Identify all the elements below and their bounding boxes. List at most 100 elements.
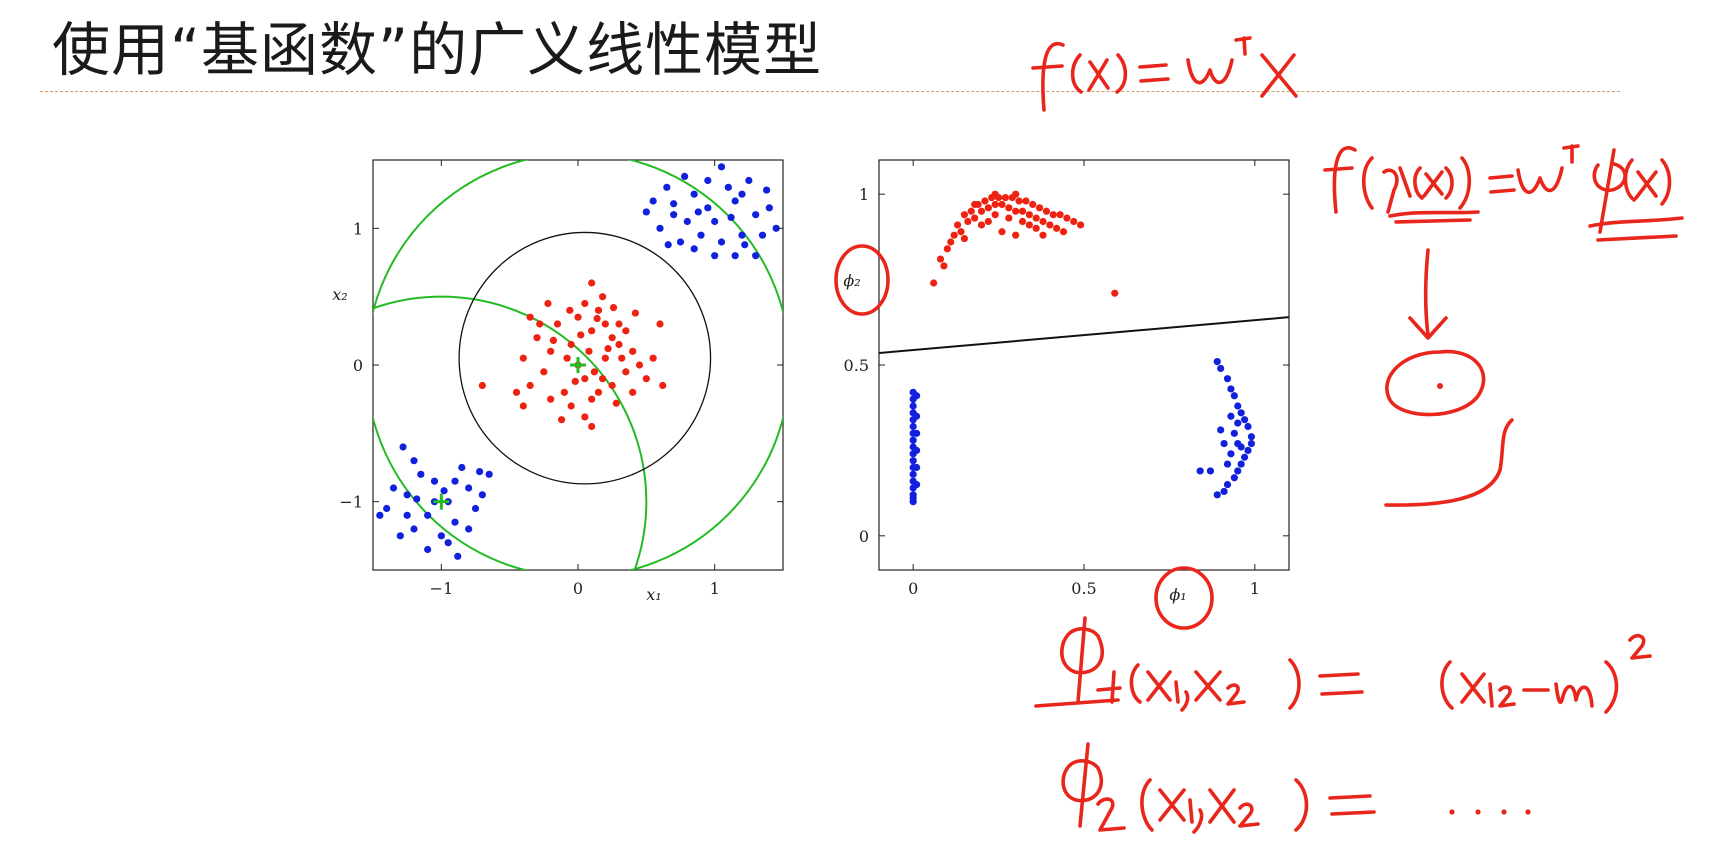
- y-tick-label: 0: [353, 356, 363, 375]
- data-point-red-33: [642, 375, 650, 383]
- data-point-blue-1: [670, 211, 678, 219]
- data-point-red-44: [1012, 231, 1020, 239]
- data-point-red-20: [1063, 214, 1071, 222]
- data-point-blue-51: [485, 470, 493, 478]
- data-point-red-11: [1001, 193, 1010, 202]
- data-point-blue-18: [912, 446, 921, 455]
- data-point-red-31: [599, 293, 607, 301]
- data-point-red-47: [984, 217, 992, 226]
- y-tick-label: −1: [339, 493, 363, 512]
- data-point-blue-41: [451, 518, 459, 526]
- data-point-blue-38: [1234, 467, 1242, 475]
- data-point-red-22: [1076, 221, 1085, 229]
- data-point-red-41: [512, 388, 521, 396]
- data-point-red-12: [622, 368, 630, 376]
- data-point-blue-20: [912, 392, 921, 400]
- data-point-blue-42: [1227, 412, 1235, 420]
- data-point-red-19: [1056, 211, 1064, 219]
- data-point-blue-24: [704, 204, 712, 212]
- data-point-blue-25: [1217, 364, 1225, 373]
- data-point-red-28: [590, 368, 599, 376]
- data-point-red-32: [622, 327, 630, 335]
- data-point-red-16: [567, 402, 575, 410]
- x-tick-label: 0: [908, 579, 918, 598]
- input-space-scatter-plot: −1 0 1 −1 0 1 x₁ x₂: [332, 159, 784, 604]
- data-point-red-30: [1005, 204, 1013, 212]
- data-point-blue-3: [711, 217, 719, 226]
- data-point-blue-52: [1213, 491, 1221, 499]
- data-point-blue-5: [752, 211, 760, 219]
- basis-center-marker-0: [433, 493, 450, 510]
- y-axis-label: ϕ₂: [843, 271, 860, 290]
- data-point-blue-6: [909, 457, 917, 465]
- data-point-blue-14: [765, 204, 773, 212]
- data-point-red-51: [581, 413, 589, 421]
- data-point-blue-32: [1244, 422, 1252, 431]
- data-point-red-17: [629, 347, 637, 355]
- data-point-blue-34: [383, 504, 391, 513]
- data-point-blue-60: [440, 487, 448, 495]
- data-point-red-53: [1012, 190, 1020, 198]
- data-point-blue-4: [909, 470, 917, 478]
- data-point-red-8: [981, 197, 989, 205]
- data-point-blue-42: [396, 532, 404, 540]
- data-point-red-50: [593, 314, 601, 323]
- data-point-blue-33: [664, 241, 672, 249]
- data-point-red-52: [631, 309, 640, 317]
- data-point-red-21: [1070, 217, 1078, 226]
- data-point-red-34: [629, 388, 637, 396]
- data-point-red-35: [558, 416, 566, 424]
- data-point-blue-46: [458, 463, 466, 472]
- data-point-blue-29: [727, 213, 735, 221]
- data-point-blue-19: [656, 224, 664, 232]
- data-point-blue-13: [745, 176, 753, 185]
- x-axis-label: ϕ₁: [1169, 585, 1186, 604]
- handwritten-annotations: [834, 36, 1684, 834]
- data-point-blue-48: [1217, 426, 1225, 434]
- data-point-blue-19: [912, 412, 921, 420]
- data-point-blue-23: [772, 224, 780, 232]
- data-point-blue-0: [649, 197, 657, 205]
- data-point-red-19: [581, 299, 589, 308]
- data-point-red-52: [991, 190, 999, 198]
- data-point-red-32: [1018, 207, 1027, 215]
- data-point-red-34: [1032, 214, 1040, 222]
- data-point-red-3: [547, 347, 555, 355]
- data-point-blue-20: [690, 245, 698, 253]
- data-point-blue-26: [738, 190, 746, 198]
- data-point-blue-57: [403, 511, 411, 519]
- data-point-blue-21: [909, 494, 917, 502]
- data-point-blue-50: [1206, 467, 1215, 475]
- data-point-blue-53: [465, 525, 473, 533]
- data-point-blue-8: [738, 231, 746, 239]
- data-point-red-49: [549, 336, 558, 344]
- data-point-red-13: [553, 320, 562, 328]
- basis-circle-1: [373, 295, 648, 570]
- x-axis-label: x₁: [646, 585, 661, 604]
- data-point-blue-43: [1230, 429, 1238, 437]
- handwritten-formula-phi2: [1061, 742, 1531, 834]
- data-point-blue-14: [909, 402, 917, 410]
- data-point-red-33: [1025, 211, 1033, 219]
- data-point-red-40: [526, 313, 534, 321]
- data-point-red-48: [618, 354, 626, 362]
- data-point-blue-7: [717, 238, 726, 246]
- data-point-red-17: [1042, 207, 1051, 215]
- data-point-red-39: [991, 211, 999, 219]
- data-point-blue-43: [471, 504, 480, 513]
- data-point-blue-48: [389, 484, 398, 492]
- data-point-blue-9: [909, 436, 917, 444]
- data-point-blue-54: [376, 511, 384, 519]
- data-point-red-11: [533, 334, 541, 342]
- data-point-blue-17: [711, 252, 719, 260]
- data-point-red-35: [1039, 217, 1047, 226]
- data-point-red-26: [585, 347, 593, 355]
- data-point-blue-29: [1234, 402, 1242, 410]
- data-point-blue-11: [909, 422, 917, 431]
- data-point-red-36: [1046, 221, 1054, 229]
- handwritten-formula-basis: [1323, 144, 1684, 242]
- data-point-blue-62: [454, 552, 462, 560]
- y-tick-label: 0.5: [844, 356, 869, 375]
- data-point-blue-47: [1223, 460, 1232, 468]
- data-point-red-46: [940, 262, 948, 270]
